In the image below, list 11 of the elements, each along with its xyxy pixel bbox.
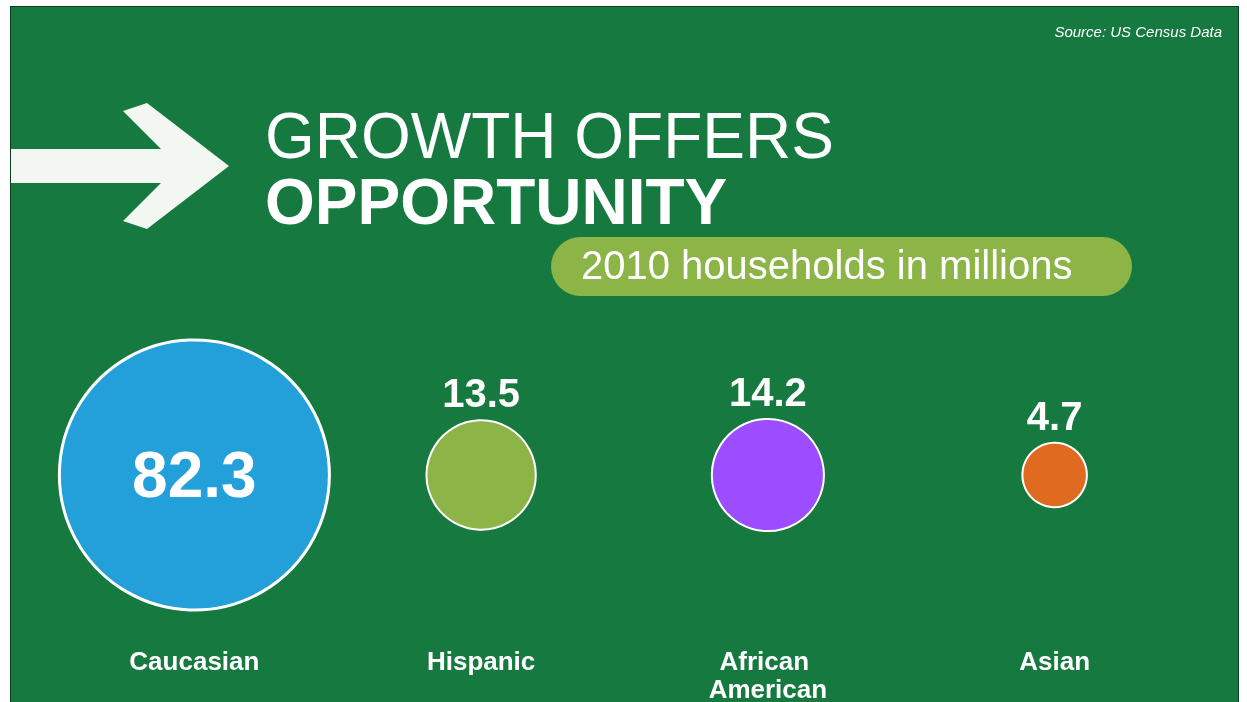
category-label: Hispanic bbox=[426, 646, 536, 676]
data-label: 82.3 bbox=[132, 439, 257, 511]
data-label: 13.5 bbox=[442, 371, 521, 416]
text: GROWTH OFFERS OPPORTUNITY bbox=[265, 100, 834, 238]
data-label: 4.7 bbox=[1026, 393, 1083, 438]
data-label: 14.2 bbox=[728, 369, 807, 414]
source-note: Source: US Census Data bbox=[1054, 23, 1222, 40]
category-label: Asian bbox=[1019, 646, 1091, 676]
category-label: African American bbox=[708, 646, 828, 702]
category-label: Caucasian bbox=[129, 646, 260, 676]
text: 2010 households in millions bbox=[551, 237, 1133, 296]
